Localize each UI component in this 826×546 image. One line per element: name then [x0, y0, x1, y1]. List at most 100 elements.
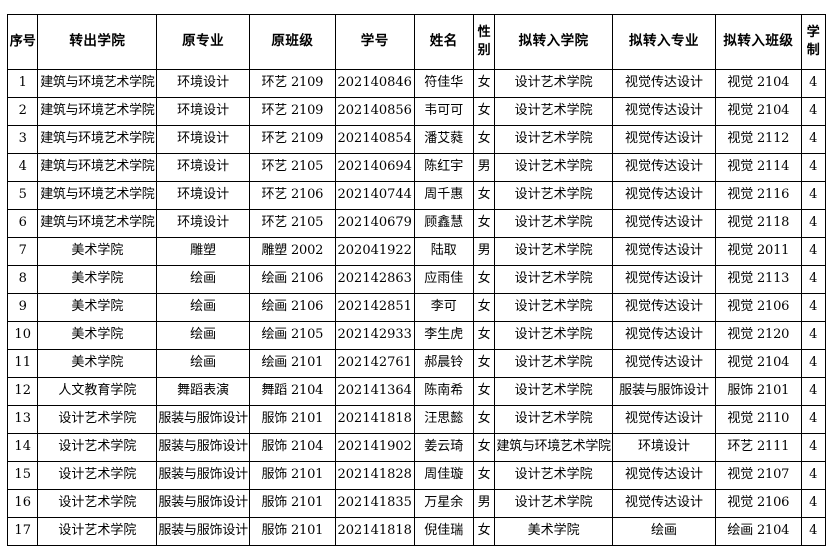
cell-student_id: 202140694: [334, 153, 415, 182]
cell-to_class: 视觉 2104: [715, 349, 802, 378]
cell-to_college: 设计艺术学院: [494, 97, 613, 126]
cell-to_college: 设计艺术学院: [494, 181, 613, 210]
cell-from_major: 环境设计: [156, 181, 250, 210]
cell-to_class: 视觉 2106: [715, 489, 802, 518]
cell-name: 陆取: [413, 237, 474, 266]
cell-years: 4: [800, 461, 826, 490]
cell-years: 4: [800, 69, 826, 98]
cell-to_college: 设计艺术学院: [494, 321, 613, 350]
cell-years: 4: [800, 321, 826, 350]
cell-from_class: 环艺 2109: [248, 97, 336, 126]
cell-years: 4: [800, 293, 826, 322]
cell-from_major: 服装与服饰设计: [156, 517, 250, 546]
cell-from_major: 绘画: [156, 321, 250, 350]
cell-sex: 女: [472, 377, 496, 406]
cell-sex: 女: [472, 69, 496, 98]
cell-to_college: 设计艺术学院: [494, 377, 613, 406]
cell-index: 3: [6, 125, 39, 154]
cell-to_class: 视觉 2104: [715, 97, 802, 126]
table-row: 17 设计艺术学院 服装与服饰设计 服饰 2101 202141818 倪佳瑞女美术学院绘…: [6, 517, 826, 546]
cell-student_id: 202140846: [334, 69, 415, 98]
cell-sex: 女: [472, 181, 496, 210]
cell-from_college: 建筑与环境艺术学院: [37, 97, 158, 126]
cell-student_id: 202142863: [334, 265, 415, 294]
column-header-to_college: 拟转入学院: [494, 14, 613, 70]
cell-index: 11: [6, 349, 39, 378]
cell-from_college: 设计艺术学院: [37, 433, 158, 462]
cell-student_id: 202141835: [334, 489, 415, 518]
cell-from_college: 建筑与环境艺术学院: [37, 209, 158, 238]
table-row: 14 设计艺术学院 服装与服饰设计 服饰 2104 202141902 姜云琦女建筑与环境…: [6, 433, 826, 462]
table-body: 1 建筑与环境艺术学院 环境设计 环艺 2109 202140846 符佳华女设计艺术学院…: [6, 69, 826, 546]
cell-from_major: 服装与服饰设计: [156, 433, 250, 462]
column-header-sex: 性别: [472, 14, 496, 70]
cell-from_major: 环境设计: [156, 153, 250, 182]
cell-to_major: 视觉传达设计: [611, 69, 717, 98]
cell-sex: 女: [472, 461, 496, 490]
cell-student_id: 202041922: [334, 237, 415, 266]
cell-name: 周佳璇: [413, 461, 474, 490]
cell-name: 姜云琦: [413, 433, 474, 462]
column-header-to_major: 拟转入专业: [611, 14, 717, 70]
cell-to_college: 设计艺术学院: [494, 153, 613, 182]
table-row: 3 建筑与环境艺术学院 环境设计 环艺 2109 202140854 潘艾蕤女设计艺术学院…: [6, 125, 826, 154]
cell-name: 李可: [413, 293, 474, 322]
table-row: 2 建筑与环境艺术学院 环境设计 环艺 2109 202140856 韦可可女设计艺术学院…: [6, 97, 826, 126]
cell-index: 6: [6, 209, 39, 238]
cell-to_college: 设计艺术学院: [494, 349, 613, 378]
cell-index: 15: [6, 461, 39, 490]
cell-sex: 女: [472, 293, 496, 322]
cell-to_class: 视觉 2110: [715, 405, 802, 434]
cell-years: 4: [800, 517, 826, 546]
cell-from_college: 设计艺术学院: [37, 405, 158, 434]
cell-to_major: 视觉传达设计: [611, 489, 717, 518]
cell-sex: 女: [472, 349, 496, 378]
cell-name: 符佳华: [413, 69, 474, 98]
cell-to_class: 视觉 2113: [715, 265, 802, 294]
cell-from_college: 建筑与环境艺术学院: [37, 69, 158, 98]
cell-index: 14: [6, 433, 39, 462]
cell-to_major: 视觉传达设计: [611, 209, 717, 238]
table-row: 1 建筑与环境艺术学院 环境设计 环艺 2109 202140846 符佳华女设计艺术学院…: [6, 69, 826, 98]
cell-student_id: 202142851: [334, 293, 415, 322]
cell-sex: 男: [472, 153, 496, 182]
cell-years: 4: [800, 489, 826, 518]
cell-to_class: 视觉 2104: [715, 69, 802, 98]
cell-from_college: 建筑与环境艺术学院: [37, 153, 158, 182]
cell-index: 17: [6, 517, 39, 546]
cell-to_college: 建筑与环境艺术学院: [494, 433, 613, 462]
cell-to_major: 视觉传达设计: [611, 97, 717, 126]
cell-to_college: 设计艺术学院: [494, 209, 613, 238]
cell-name: 汪思懿: [413, 405, 474, 434]
cell-from_college: 美术学院: [37, 265, 158, 294]
cell-to_class: 环艺 2111: [715, 433, 802, 462]
cell-to_major: 视觉传达设计: [611, 349, 717, 378]
cell-from_class: 服饰 2101: [248, 517, 336, 546]
cell-index: 4: [6, 153, 39, 182]
cell-from_college: 建筑与环境艺术学院: [37, 125, 158, 154]
table-row: 13 设计艺术学院 服装与服饰设计 服饰 2101 202141818 汪思懿女设计艺术学…: [6, 405, 826, 434]
cell-from_class: 环艺 2109: [248, 69, 336, 98]
table-row: 4 建筑与环境艺术学院 环境设计 环艺 2105 202140694 陈红宇男设计艺术学院…: [6, 153, 826, 182]
cell-sex: 女: [472, 265, 496, 294]
cell-student_id: 202141364: [334, 377, 415, 406]
cell-index: 2: [6, 97, 39, 126]
cell-student_id: 202140854: [334, 125, 415, 154]
cell-from_class: 舞蹈 2104: [248, 377, 336, 406]
cell-name: 潘艾蕤: [413, 125, 474, 154]
cell-from_college: 设计艺术学院: [37, 489, 158, 518]
cell-to_major: 视觉传达设计: [611, 153, 717, 182]
cell-sex: 女: [472, 125, 496, 154]
cell-to_major: 服装与服饰设计: [611, 377, 717, 406]
cell-name: 陈红宇: [413, 153, 474, 182]
column-header-to_class: 拟转入班级: [715, 14, 802, 70]
cell-student_id: 202141902: [334, 433, 415, 462]
cell-sex: 女: [472, 321, 496, 350]
cell-to_college: 设计艺术学院: [494, 405, 613, 434]
cell-to_class: 视觉 2114: [715, 153, 802, 182]
cell-to_major: 视觉传达设计: [611, 321, 717, 350]
cell-student_id: 202142761: [334, 349, 415, 378]
column-header-from_college: 转出学院: [37, 14, 158, 70]
cell-to_college: 美术学院: [494, 517, 613, 546]
student-transfer-table: 序号 转出学院 原专业 原班级 学号 姓名 性别 拟转入学院 拟转入专业 拟转入班级 学制 1 建筑与…: [6, 14, 826, 546]
